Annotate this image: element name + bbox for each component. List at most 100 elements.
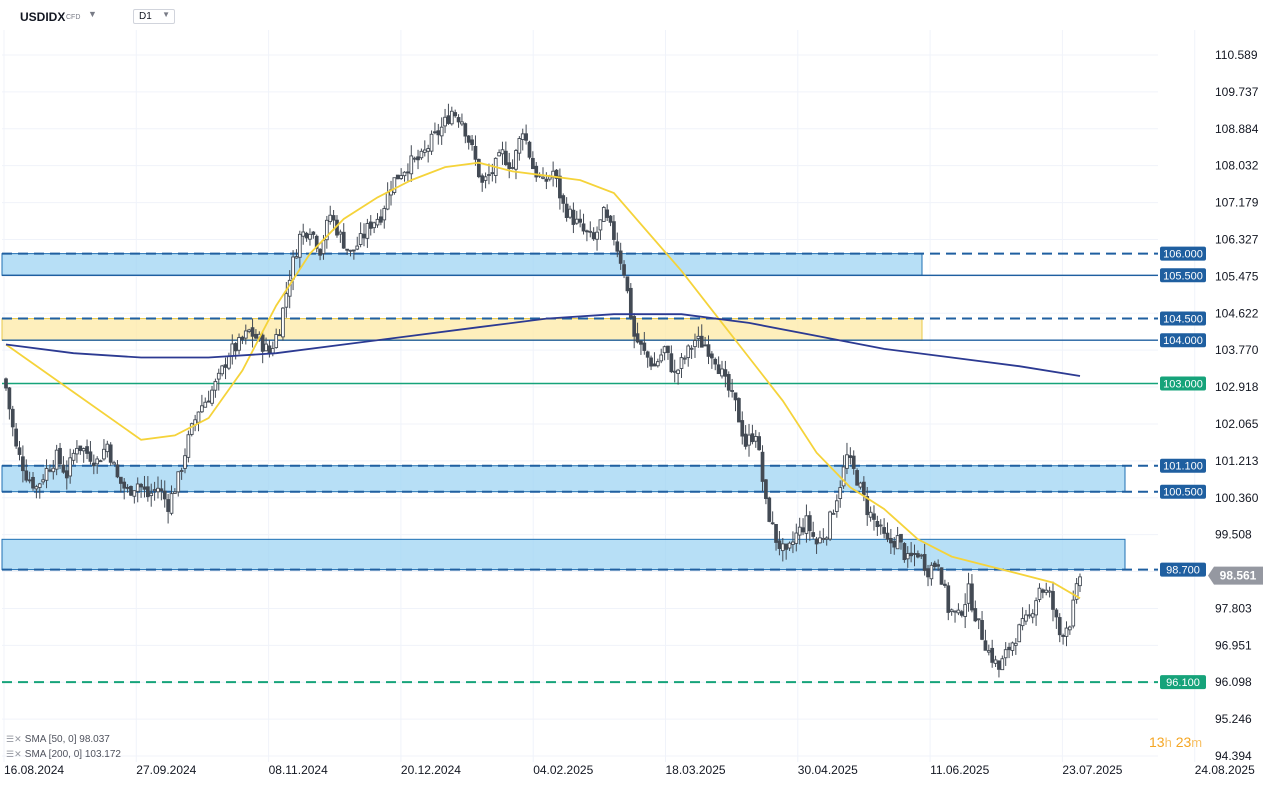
- candle-body-down: [304, 232, 309, 239]
- candle: [1071, 590, 1076, 629]
- candle: [129, 485, 133, 497]
- price-axis[interactable]: 110.589 109.737 108.884 108.032 107.179 106.3…: [1215, 48, 1259, 763]
- candle-body-down: [615, 241, 620, 252]
- date-tick-label: 16.08.2024: [4, 763, 64, 777]
- date-tick-label: 04.02.2025: [533, 763, 593, 777]
- candle: [855, 468, 859, 486]
- candle: [1013, 638, 1018, 655]
- candle-body-up: [426, 148, 431, 152]
- candle: [899, 533, 903, 550]
- zone-blue[interactable]: [1, 465, 1126, 493]
- candle: [112, 460, 116, 465]
- candle-body-up: [392, 177, 397, 193]
- legend-sma50[interactable]: ☰✕ SMA [50, 0] 98.037: [6, 734, 110, 745]
- candle-body-down: [912, 553, 917, 555]
- candle-body-down: [85, 446, 89, 454]
- timeframe-select[interactable]: D1 ▼: [133, 9, 175, 24]
- candle: [1040, 588, 1045, 599]
- candle: [997, 660, 1001, 678]
- level-tag-bg: [1160, 311, 1206, 326]
- candle-body-down: [642, 342, 647, 351]
- candle-body-up: [301, 231, 306, 237]
- candle-body-up: [348, 249, 353, 252]
- candle: [54, 444, 59, 476]
- candle-body-up: [213, 380, 218, 391]
- level-tag-label: 98.700: [1166, 565, 1200, 577]
- candle: [767, 496, 772, 523]
- indicator-settings-icon[interactable]: ☰✕: [6, 734, 22, 744]
- zone-blue[interactable]: [1, 253, 923, 276]
- candle-body-down: [723, 369, 728, 377]
- candle: [787, 541, 792, 551]
- date-tick-label: 20.12.2024: [401, 763, 461, 777]
- symbol-dropdown-icon[interactable]: ▼: [88, 9, 97, 19]
- candle: [932, 560, 937, 570]
- date-tick-label: 30.04.2025: [798, 763, 858, 777]
- candle: [220, 364, 225, 377]
- candle-body-down: [909, 552, 913, 557]
- candle: [926, 564, 930, 587]
- candle: [1068, 625, 1072, 635]
- candle-body-up: [220, 365, 225, 375]
- candle-body-down: [1040, 589, 1045, 593]
- candle: [601, 205, 606, 222]
- candle-body-down: [872, 513, 876, 520]
- candle: [277, 329, 282, 337]
- candle-body-up: [655, 361, 660, 367]
- candle: [679, 353, 684, 378]
- candle-body-up: [274, 334, 279, 349]
- candle-body-up: [686, 345, 691, 359]
- candle: [1027, 604, 1032, 619]
- price-tick-label: 102.065: [1215, 417, 1259, 431]
- level-tag-bg: [1160, 562, 1206, 577]
- time-axis[interactable]: 16.08.2024 27.09.2024 08.11.2024 20.12.2024…: [4, 763, 1255, 777]
- candle: [814, 536, 819, 554]
- candle: [943, 579, 947, 588]
- symbol-name[interactable]: USDIDX: [20, 10, 66, 24]
- candle: [64, 460, 69, 490]
- candle-body-down: [814, 538, 819, 545]
- candle-body-down: [666, 345, 670, 353]
- candle-body-down: [331, 215, 336, 221]
- candle: [156, 476, 160, 499]
- candle-body-up: [173, 491, 177, 494]
- candle: [324, 215, 329, 249]
- candle: [1034, 597, 1038, 626]
- candle: [145, 476, 150, 502]
- candle: [895, 526, 900, 550]
- indicator-settings-icon[interactable]: ☰✕: [6, 749, 22, 759]
- candle-body-down: [341, 231, 346, 249]
- candle: [487, 163, 491, 185]
- horizontal-levels[interactable]: [2, 252, 1158, 684]
- candle-body-down: [17, 447, 22, 455]
- candle-body-down: [368, 221, 373, 229]
- candle-body-up: [152, 489, 157, 492]
- candle: [531, 151, 535, 170]
- candle-body-up: [679, 357, 684, 369]
- candle: [676, 368, 680, 385]
- candle: [139, 482, 143, 498]
- candle: [659, 348, 664, 364]
- legend-sma200[interactable]: ☰✕ SMA [200, 0] 103.172: [6, 749, 121, 760]
- zone-blue[interactable]: [1, 538, 1126, 571]
- candle: [314, 234, 319, 253]
- candle-body-down: [564, 203, 569, 218]
- candle-body-up: [409, 155, 414, 175]
- price-tick-label: 97.803: [1215, 601, 1252, 615]
- price-zones[interactable]: [1, 253, 1126, 571]
- candle-body-down: [784, 543, 789, 550]
- candle-body-up: [588, 230, 593, 233]
- candle-body-down: [531, 157, 535, 170]
- candle-body-up: [1003, 649, 1008, 659]
- candle-body-up: [203, 401, 208, 408]
- candle: [605, 204, 610, 222]
- candle-body-down: [990, 647, 995, 663]
- candle-body-down: [416, 156, 420, 161]
- candle-body-up: [308, 233, 312, 240]
- candle: [699, 324, 704, 348]
- candle-body-up: [149, 492, 154, 497]
- candle: [341, 223, 346, 249]
- candle: [372, 221, 376, 234]
- candle-body-up: [747, 434, 751, 446]
